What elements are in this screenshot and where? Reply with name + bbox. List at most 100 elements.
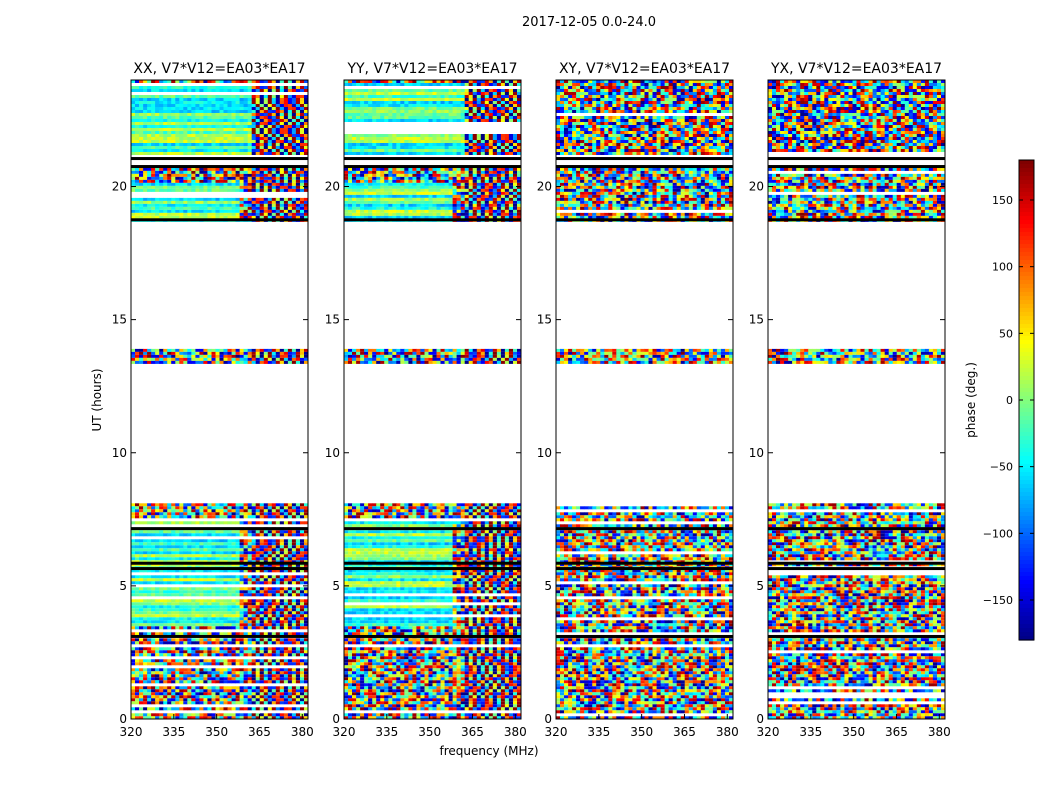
phase-cell xyxy=(199,650,204,654)
phase-cell xyxy=(131,539,136,543)
phase-cell xyxy=(275,695,281,699)
phase-cell xyxy=(283,563,289,567)
phase-cell xyxy=(167,638,172,642)
phase-cell xyxy=(135,503,140,507)
phase-cell xyxy=(291,119,297,122)
phase-cell xyxy=(295,110,301,113)
phase-cell xyxy=(304,602,309,606)
phase-cell xyxy=(183,602,188,606)
phase-cell xyxy=(175,530,180,534)
phase-cell xyxy=(304,599,309,603)
phase-cell xyxy=(147,89,152,92)
phase-cell xyxy=(155,515,160,519)
phase-cell xyxy=(187,605,192,609)
phase-cell xyxy=(135,128,140,131)
phase-cell xyxy=(143,128,148,131)
phase-cell xyxy=(267,680,273,684)
phase-cell xyxy=(147,357,152,361)
phase-cell xyxy=(227,614,232,618)
phase-cell xyxy=(287,188,293,192)
phase-cell xyxy=(300,140,305,143)
phase-cell xyxy=(219,134,224,137)
phase-cell xyxy=(131,713,136,717)
phase-cell xyxy=(251,152,257,155)
phase-cell xyxy=(267,167,273,171)
phase-cell xyxy=(259,503,265,507)
phase-cell xyxy=(171,614,176,618)
phase-cell xyxy=(143,602,148,606)
phase-cell xyxy=(179,509,184,513)
phase-cell xyxy=(251,557,257,561)
phase-cell xyxy=(155,104,160,107)
phase-cell xyxy=(179,608,184,612)
phase-cell xyxy=(504,524,510,528)
phase-cell xyxy=(259,674,265,678)
phase-cell xyxy=(239,348,244,352)
phase-cell xyxy=(243,668,248,672)
phase-cell xyxy=(267,551,273,555)
phase-cell xyxy=(251,137,257,140)
phase-cell xyxy=(283,593,289,597)
phase-cell xyxy=(159,569,164,573)
phase-cell xyxy=(187,599,192,603)
phase-cell xyxy=(304,533,309,537)
phase-cell xyxy=(263,548,269,552)
phase-cell xyxy=(195,179,200,183)
phase-cell xyxy=(235,647,240,651)
phase-cell xyxy=(143,143,148,146)
phase-cell xyxy=(300,695,305,699)
phase-cell xyxy=(295,539,301,543)
phase-cell xyxy=(496,530,502,534)
phase-cell xyxy=(239,551,244,555)
phase-cell xyxy=(159,143,164,146)
phase-cell xyxy=(211,360,216,364)
phase-cell xyxy=(247,641,253,645)
phase-cell xyxy=(143,101,148,104)
phase-cell xyxy=(175,200,180,204)
phase-cell xyxy=(227,512,232,516)
phase-cell xyxy=(183,348,188,352)
phase-cell xyxy=(291,569,297,573)
phase-cell xyxy=(436,536,441,540)
phase-cell xyxy=(279,575,285,579)
phase-cell xyxy=(227,506,232,510)
phase-cell xyxy=(247,131,253,134)
phase-cell xyxy=(207,686,212,690)
phase-cell xyxy=(215,608,220,612)
phase-cell xyxy=(227,149,232,152)
phase-cell xyxy=(207,545,212,549)
phase-cell xyxy=(151,119,156,122)
phase-cell xyxy=(223,110,228,113)
phase-cell xyxy=(155,641,160,645)
phase-cell xyxy=(295,116,301,119)
phase-cell xyxy=(287,587,293,591)
phase-cell xyxy=(448,530,453,534)
flag-line xyxy=(131,527,308,531)
phase-cell xyxy=(179,590,184,594)
phase-cell xyxy=(295,626,301,630)
phase-cell xyxy=(275,677,281,681)
phase-cell xyxy=(283,608,289,612)
phase-cell xyxy=(199,131,204,134)
phase-cell xyxy=(223,632,228,636)
phase-cell xyxy=(263,590,269,594)
phase-cell xyxy=(139,152,144,155)
phase-cell xyxy=(251,689,257,693)
phase-cell xyxy=(304,203,309,207)
phase-cell xyxy=(191,188,196,192)
phase-cell xyxy=(131,650,136,654)
phase-cell xyxy=(131,575,136,579)
phase-cell xyxy=(255,623,261,627)
phase-cell xyxy=(163,197,168,201)
phase-cell xyxy=(183,530,188,534)
phase-cell xyxy=(147,209,152,213)
phase-cell xyxy=(215,707,220,711)
phase-cell xyxy=(191,200,196,204)
phase-cell xyxy=(131,674,136,678)
phase-cell xyxy=(215,671,220,675)
phase-cell xyxy=(304,134,309,137)
phase-cell xyxy=(187,623,192,627)
phase-cell xyxy=(199,521,204,525)
phase-cell xyxy=(135,698,140,702)
phase-cell xyxy=(155,530,160,534)
